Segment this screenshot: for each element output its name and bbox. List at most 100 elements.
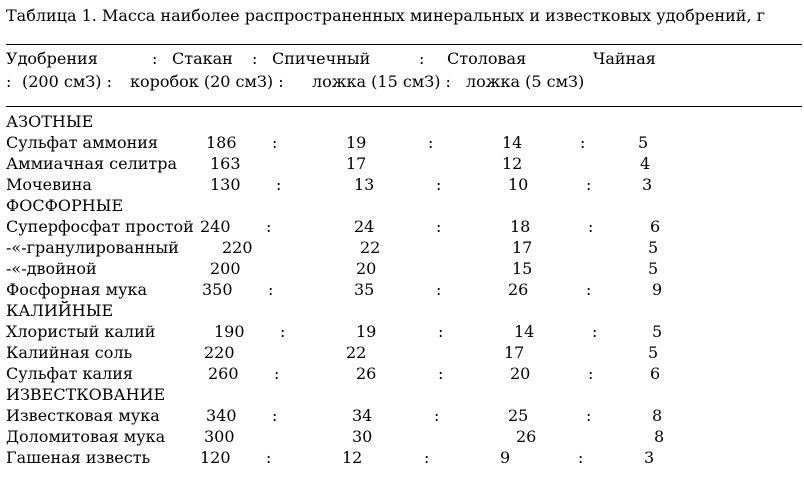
teaspoon-value: 5	[648, 259, 659, 278]
separator: :	[272, 406, 278, 425]
tablespoon-value: 26	[508, 280, 529, 299]
fertilizer-name: Суперфосфат простой	[6, 217, 194, 236]
header-glass-volume: (200 смЗ) :	[22, 72, 112, 91]
teaspoon-value: 5	[652, 322, 663, 341]
category-heading: КАЛИЙНЫЕ	[6, 301, 114, 320]
glass-value: 186	[206, 133, 237, 152]
teaspoon-value: 4	[640, 154, 651, 173]
header-separator: :	[152, 49, 158, 68]
fertilizer-name: Сульфат калия	[6, 364, 133, 383]
matchbox-value: 17	[346, 154, 367, 173]
separator: :	[266, 217, 272, 236]
separator: :	[424, 448, 430, 467]
tablespoon-value: 26	[516, 427, 537, 446]
teaspoon-value: 6	[650, 364, 661, 383]
separator: :	[436, 280, 442, 299]
separator: :	[276, 175, 282, 194]
tablespoon-value: 20	[510, 364, 531, 383]
tablespoon-value: 25	[508, 406, 529, 425]
tablespoon-value: 14	[514, 322, 535, 341]
glass-value: 130	[210, 175, 241, 194]
fertilizer-name: Мочевина	[6, 175, 92, 194]
matchbox-value: 34	[352, 406, 373, 425]
matchbox-value: 24	[354, 217, 375, 236]
separator: :	[280, 322, 286, 341]
separator: :	[268, 280, 274, 299]
category-heading: ИЗВЕСТКОВАНИЕ	[6, 385, 166, 404]
header-tablespoon-volume: ложка (15 смЗ) :	[312, 72, 451, 91]
header-top-rule	[6, 44, 802, 45]
separator: :	[266, 448, 272, 467]
separator: :	[588, 217, 594, 236]
fertilizer-name: Известковая мука	[6, 406, 160, 425]
matchbox-value: 35	[354, 280, 375, 299]
fertilizer-name: Аммиачная селитра	[6, 154, 178, 173]
header-col-fertilizer: Удобрения	[6, 49, 98, 68]
teaspoon-value: 5	[648, 238, 659, 257]
teaspoon-value: 8	[654, 427, 665, 446]
tablespoon-value: 18	[510, 217, 531, 236]
fertilizer-name: -«-гранулированный	[6, 238, 179, 257]
separator: :	[588, 364, 594, 383]
matchbox-value: 26	[356, 364, 377, 383]
separator: :	[438, 364, 444, 383]
header-separator: :	[252, 49, 258, 68]
matchbox-value: 19	[356, 322, 377, 341]
header-col-glass: Стакан	[172, 49, 233, 68]
fertilizer-name: Сульфат аммония	[6, 133, 159, 152]
tablespoon-value: 12	[502, 154, 523, 173]
header-teaspoon-volume: ложка (5 смЗ)	[466, 72, 585, 91]
separator: :	[586, 280, 592, 299]
matchbox-value: 13	[354, 175, 375, 194]
tablespoon-value: 15	[512, 259, 533, 278]
separator: :	[586, 406, 592, 425]
separator: :	[434, 406, 440, 425]
fertilizer-name: Фосфорная мука	[6, 280, 148, 299]
separator: :	[586, 175, 592, 194]
separator: :	[274, 364, 280, 383]
glass-value: 200	[210, 259, 241, 278]
tablespoon-value: 10	[508, 175, 529, 194]
tablespoon-value: 9	[500, 448, 511, 467]
teaspoon-value: 5	[638, 133, 649, 152]
tablespoon-value: 14	[502, 133, 523, 152]
matchbox-value: 20	[356, 259, 377, 278]
table-title: Таблица 1. Масса наиболее распространенн…	[6, 6, 766, 25]
teaspoon-value: 3	[644, 448, 655, 467]
fertilizer-name: Калийная соль	[6, 343, 133, 362]
header-bottom-rule	[6, 106, 802, 107]
glass-value: 120	[200, 448, 231, 467]
separator: :	[436, 217, 442, 236]
glass-value: 300	[204, 427, 235, 446]
separator: :	[592, 322, 598, 341]
matchbox-value: 22	[346, 343, 367, 362]
glass-value: 340	[206, 406, 237, 425]
header-col-tablespoon: Столовая	[447, 49, 527, 68]
glass-value: 240	[200, 217, 231, 236]
separator: :	[272, 133, 278, 152]
separator: :	[580, 133, 586, 152]
glass-value: 350	[202, 280, 233, 299]
separator: :	[436, 175, 442, 194]
fertilizer-name: Гашеная известь	[6, 448, 151, 467]
teaspoon-value: 3	[642, 175, 653, 194]
glass-value: 190	[214, 322, 245, 341]
glass-value: 220	[204, 343, 235, 362]
separator: :	[428, 133, 434, 152]
category-heading: ФОСФОРНЫЕ	[6, 196, 124, 215]
teaspoon-value: 5	[648, 343, 659, 362]
glass-value: 220	[222, 238, 253, 257]
header-separator: :	[419, 49, 425, 68]
header-col-matchbox: Спичечный	[272, 49, 371, 68]
matchbox-value: 19	[346, 133, 367, 152]
matchbox-value: 12	[342, 448, 363, 467]
matchbox-value: 30	[352, 427, 373, 446]
fertilizer-name: Доломитовая мука	[6, 427, 166, 446]
glass-value: 260	[208, 364, 239, 383]
teaspoon-value: 8	[652, 406, 663, 425]
separator: :	[578, 448, 584, 467]
header-matchbox-volume: коробок (20 смЗ) :	[130, 72, 284, 91]
separator: :	[438, 322, 444, 341]
fertilizer-name: -«-двойной	[6, 259, 97, 278]
glass-value: 163	[210, 154, 241, 173]
